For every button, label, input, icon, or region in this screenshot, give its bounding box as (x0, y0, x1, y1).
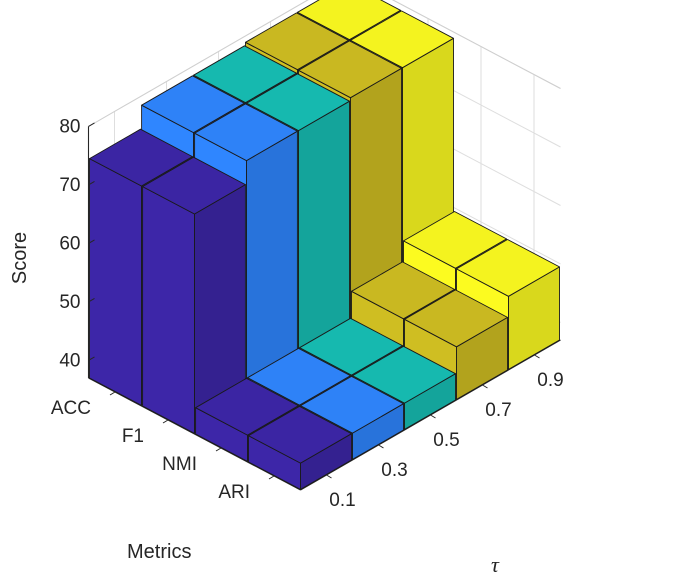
box-top-edge (88, 0, 561, 127)
z-tick-label: 40 (59, 350, 80, 371)
tau-tick-mark (482, 384, 488, 389)
tau-tick-mark (326, 474, 332, 479)
bar-face-top (404, 289, 508, 348)
bar-face-top (456, 239, 560, 297)
bar-face-side (89, 158, 142, 406)
bar-face-top (141, 75, 245, 134)
tau-axis-label: τ (491, 552, 500, 577)
bar-face-top (247, 347, 351, 406)
metric-tick-label: F1 (122, 426, 144, 447)
bar-face-side (142, 186, 195, 434)
z-axis-label: Score (9, 232, 31, 284)
z-tick-mark (88, 122, 95, 127)
z-tick-mark (88, 298, 95, 303)
bar-face-top (299, 317, 403, 376)
z-tick-mark (88, 181, 95, 186)
metrics-axis-line (88, 377, 301, 491)
z-tick-label: 50 (59, 292, 80, 313)
metric-tick-mark (162, 419, 169, 424)
metrics-axis-label: Metrics (127, 541, 191, 563)
bar-face-top (298, 40, 402, 99)
z-tick-label: 70 (59, 175, 80, 196)
bar-face-top (89, 128, 193, 187)
metric-tick-mark (268, 475, 275, 480)
tau-tick-label: 0.9 (537, 370, 563, 391)
metric-tick-mark (215, 447, 222, 452)
bar-face-top (246, 73, 350, 132)
z-tick-label: 80 (59, 116, 80, 137)
bar-face-top (195, 377, 299, 436)
bar-face-top (352, 345, 456, 404)
metric-tick-label: ACC (51, 398, 91, 419)
tau-tick-mark (534, 354, 540, 359)
z-tick-label: 60 (59, 233, 80, 254)
bar-face-top (142, 156, 246, 215)
bar-face-top (300, 375, 404, 434)
bar-ARI-tau-0.1 (248, 405, 352, 490)
z-tick-mark (88, 239, 95, 244)
bar-face-top (194, 103, 298, 162)
bar-face-top (193, 45, 297, 104)
tau-tick-mark (378, 444, 384, 449)
bar-face-top (248, 405, 352, 464)
bar-face-top (403, 211, 507, 269)
bar-face-top (245, 12, 349, 71)
bar-face-top (350, 10, 454, 69)
tau-tick-label: 0.3 (381, 460, 407, 481)
metric-tick-mark (109, 391, 116, 396)
bar-F1-tau-0.1 (142, 156, 246, 434)
metric-tick-label: NMI (162, 454, 197, 475)
bar-face-top (297, 0, 401, 41)
tau-tick-mark (430, 414, 436, 419)
metric-tick-label: ARI (218, 482, 250, 503)
tau-tick-label: 0.7 (485, 400, 511, 421)
tau-tick-label: 0.5 (433, 430, 459, 451)
z-tick-mark (88, 356, 95, 361)
bar-face-top (351, 261, 455, 320)
tau-tick-label: 0.1 (329, 490, 355, 511)
bars (89, 0, 560, 490)
tick-labels: 40 50 60 70 80 ACC F1 NMI ARI 0.1 0.3 0.5 0.7 0.9 (51, 116, 564, 511)
